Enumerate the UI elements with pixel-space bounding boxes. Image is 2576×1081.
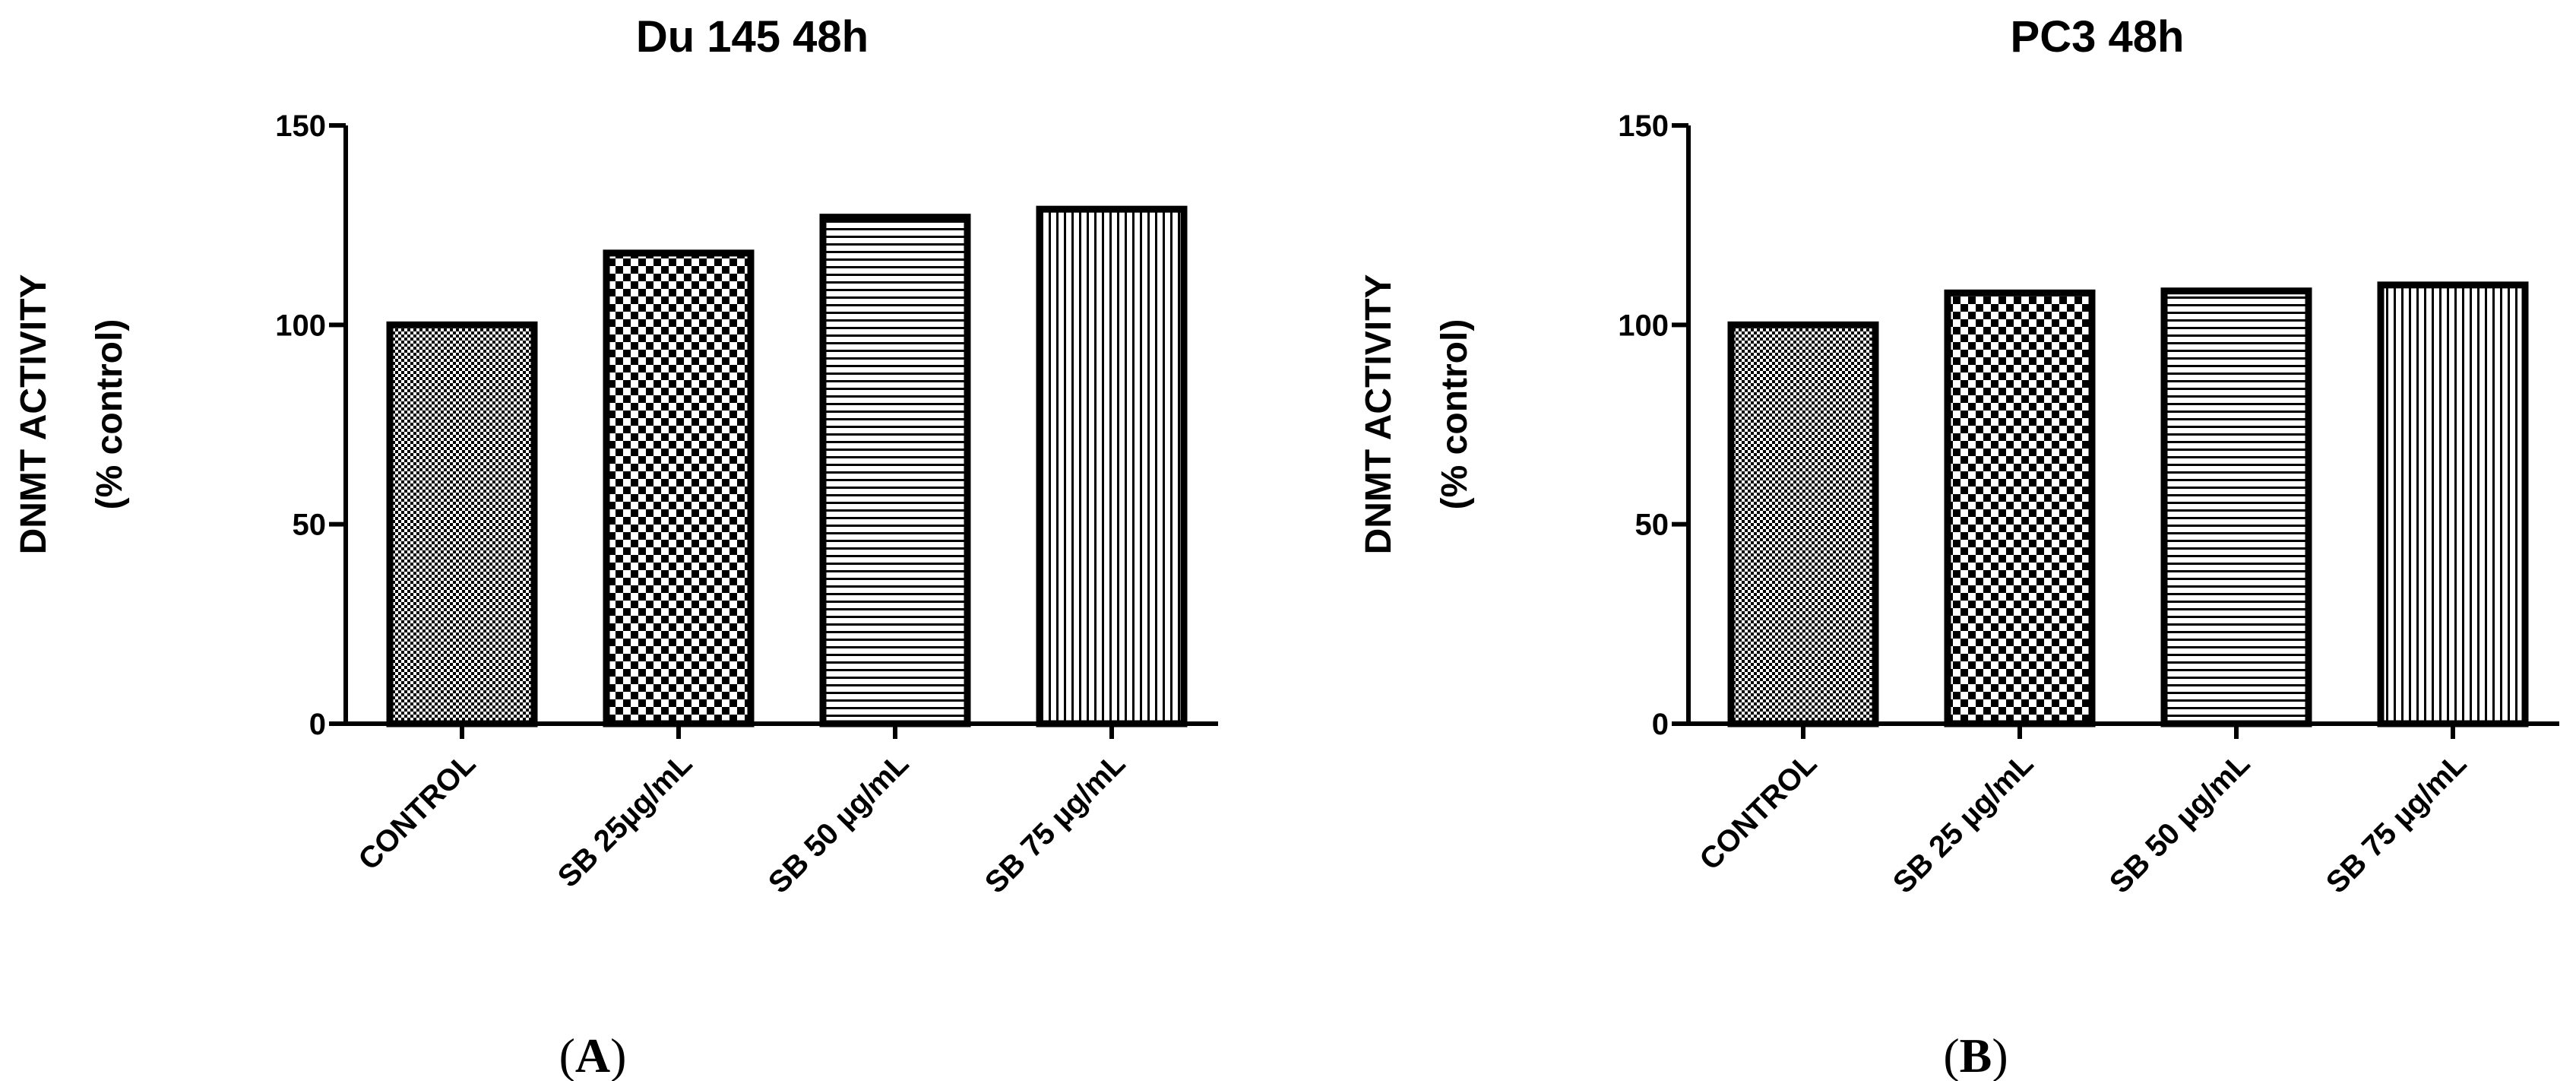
y-axis-label: DNMT ACTIVITY (% control) — [14, 274, 130, 555]
x-tick-label: SB 50 µg/mL — [762, 747, 915, 899]
x-tick-label: CONTROL — [1693, 747, 1823, 877]
panel-letter: A — [575, 1029, 610, 1081]
y-axis-label-line2: (% control) — [90, 319, 130, 510]
x-tick-label: SB 75 µg/mL — [979, 747, 1131, 899]
y-tick-label: 0 — [309, 708, 326, 741]
panel-label: (A) — [559, 1029, 627, 1081]
y-tick-label: 150 — [1618, 109, 1669, 143]
y-tick-label: 150 — [275, 109, 326, 143]
panel-label: (B) — [1943, 1029, 2008, 1081]
bar-3 — [2160, 287, 2312, 728]
y-tick-label: 100 — [1618, 309, 1669, 342]
bar-4 — [2377, 281, 2529, 728]
x-tick-label: SB 75 µg/mL — [2320, 747, 2473, 899]
y-axis-label-line2: (% control) — [1435, 319, 1475, 510]
bar-2 — [603, 249, 755, 728]
y-tick-label: 100 — [275, 309, 326, 342]
bar-1 — [1727, 321, 1879, 728]
bars — [1727, 281, 2529, 728]
x-tick-label: CONTROL — [352, 747, 482, 877]
x-tick-label: SB 25 µg/mL — [1887, 747, 2040, 899]
y-tick-label: 0 — [1652, 708, 1669, 741]
chart-title: Du 145 48h — [636, 12, 869, 62]
bar-1 — [386, 321, 538, 728]
panel-letter: B — [1960, 1029, 1992, 1081]
y-tick-label: 50 — [293, 509, 327, 542]
bars — [386, 205, 1188, 728]
bar-3 — [819, 214, 971, 728]
chart-title: PC3 48h — [2011, 12, 2185, 62]
x-tick-label: SB 50 µg/mL — [2103, 747, 2256, 899]
x-tick-label: SB 25µg/mL — [552, 747, 699, 894]
y-tick-label: 50 — [1635, 509, 1669, 542]
bar-4 — [1036, 205, 1188, 728]
y-axis-label-line1: DNMT ACTIVITY — [1359, 274, 1399, 555]
y-axis-label-line1: DNMT ACTIVITY — [14, 274, 54, 555]
y-axis-label: DNMT ACTIVITY (% control) — [1359, 274, 1475, 555]
chart-du145: Du 145 48h DNMT ACTIVITY (% control) 0 50… — [14, 12, 1218, 1081]
bar-2 — [1944, 289, 2096, 728]
chart-pc3: PC3 48h DNMT ACTIVITY (% control) 0 50 100… — [1359, 12, 2559, 1081]
